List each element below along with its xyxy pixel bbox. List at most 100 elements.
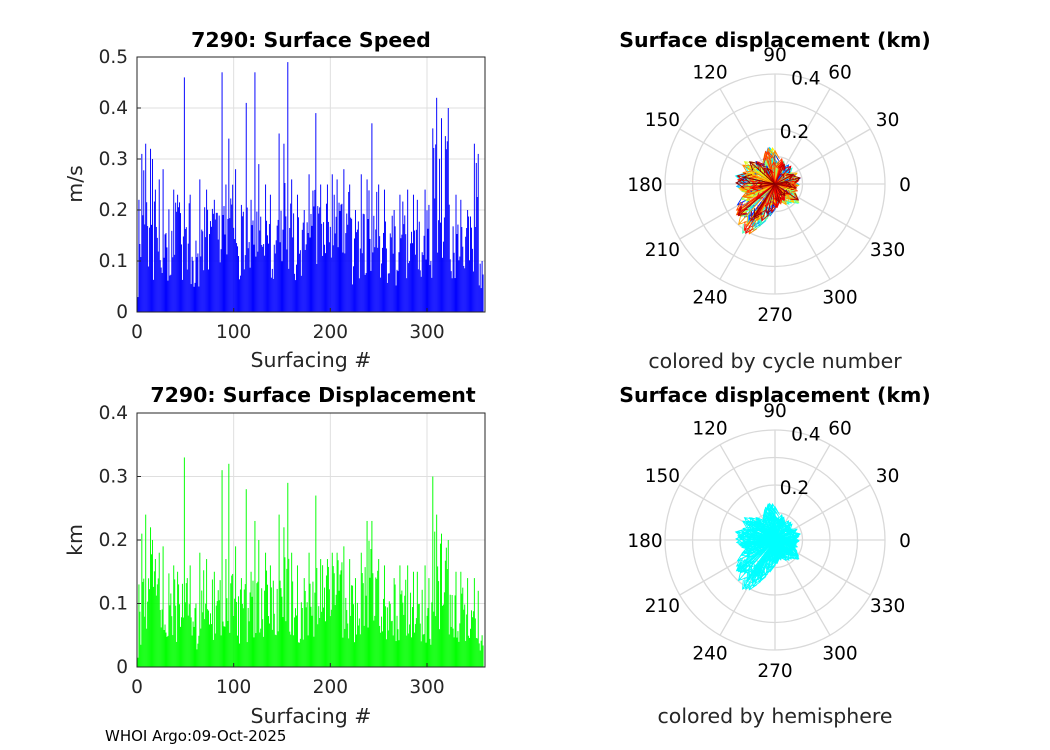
bar [469, 637, 471, 667]
compass-arrow [774, 183, 786, 197]
angle-tick-label: 90 [763, 401, 787, 422]
compass-arrow [735, 178, 776, 188]
bar [373, 215, 375, 312]
bar [366, 179, 368, 312]
bar [430, 644, 432, 667]
bar [392, 635, 394, 667]
bar [472, 271, 474, 312]
bar [414, 254, 416, 312]
angle-tick-label: 0 [899, 175, 911, 196]
bar [397, 629, 399, 667]
bar [173, 565, 175, 667]
bar [325, 575, 327, 667]
bar [351, 585, 353, 667]
bar [138, 199, 140, 312]
bar [307, 232, 309, 312]
bar [220, 635, 222, 667]
bar [231, 575, 233, 667]
bar [408, 263, 410, 312]
bar [352, 585, 354, 667]
bar [386, 282, 388, 312]
compass-arrow [772, 183, 780, 209]
x-tick-label: 100 [216, 677, 251, 698]
bar [199, 552, 201, 667]
bar [189, 194, 191, 312]
bar [441, 118, 442, 312]
bar [298, 253, 300, 312]
bar [144, 224, 146, 312]
bar [250, 571, 252, 667]
bar [146, 628, 148, 667]
bar [350, 615, 352, 667]
bar [419, 270, 421, 312]
bar [460, 199, 462, 312]
angle-tick-label: 270 [757, 661, 792, 682]
bar [296, 615, 297, 667]
bar [277, 631, 279, 667]
bar [233, 227, 235, 312]
bar [390, 237, 392, 312]
bar [334, 233, 336, 312]
bar [235, 169, 237, 312]
bar [470, 628, 471, 667]
bar [224, 234, 226, 312]
bar [218, 215, 220, 312]
radius-tick-label: 0.4 [791, 68, 820, 89]
bar [209, 624, 210, 667]
bar [401, 590, 403, 667]
bar [377, 570, 379, 667]
bar [431, 277, 433, 312]
bar [147, 601, 149, 667]
compass-arrow [774, 183, 782, 204]
speed-xlabel: Surfacing # [251, 348, 372, 372]
bar [441, 605, 443, 667]
bar [467, 578, 469, 667]
compass-arrow [737, 183, 776, 226]
compass-arrow [766, 523, 776, 541]
bar [345, 597, 347, 667]
bar [282, 229, 284, 312]
bar [230, 198, 232, 312]
bar [396, 615, 398, 667]
bar [317, 206, 319, 312]
bar [373, 620, 375, 667]
bar [203, 270, 205, 312]
bar [476, 638, 478, 667]
bar [397, 271, 399, 312]
bar [234, 239, 236, 312]
bar [414, 624, 416, 667]
bar [389, 603, 391, 667]
bar [331, 552, 333, 667]
bar [415, 229, 417, 312]
bar [365, 273, 367, 312]
bar [230, 583, 232, 667]
bar [463, 609, 465, 667]
bar [262, 619, 264, 667]
compass-arrow [774, 529, 785, 541]
bar [473, 578, 475, 667]
bar [416, 199, 418, 312]
bar [156, 584, 158, 667]
bar [398, 252, 400, 312]
bar [336, 179, 338, 312]
bar [170, 274, 172, 312]
bar [269, 565, 271, 667]
bar [411, 637, 413, 667]
bar [257, 581, 259, 667]
bar [330, 257, 332, 312]
bar [412, 194, 414, 312]
bar [354, 642, 355, 667]
bar [260, 216, 262, 312]
bar [304, 590, 306, 667]
bar [326, 184, 328, 312]
bar [171, 230, 173, 312]
compass-arrow [774, 183, 800, 201]
bar [273, 613, 275, 667]
bar [390, 621, 392, 667]
bar [361, 573, 363, 667]
bar [383, 565, 385, 667]
bar [328, 589, 330, 667]
bar [286, 568, 288, 667]
bar [191, 256, 193, 312]
bar [294, 617, 296, 667]
